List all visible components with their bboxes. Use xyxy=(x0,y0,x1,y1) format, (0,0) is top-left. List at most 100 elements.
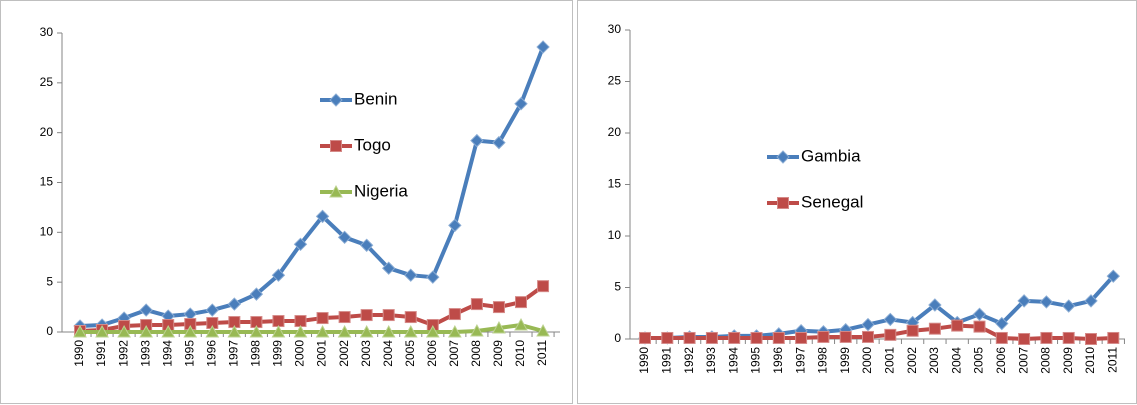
x-tick-label: 2009 xyxy=(1061,347,1075,374)
marker xyxy=(271,268,286,282)
marker xyxy=(661,331,674,344)
x-tick-label: 1998 xyxy=(816,347,830,374)
marker xyxy=(294,315,307,328)
marker xyxy=(183,324,198,338)
marker xyxy=(951,319,964,332)
chart: 0 5 10 15 20 25 30 1990 1991 1992 1993 1994 1995 1996… xyxy=(577,0,1137,404)
x-tick-label: 1992 xyxy=(116,340,130,367)
marker xyxy=(272,315,285,328)
marker xyxy=(884,328,897,341)
marker xyxy=(404,268,418,282)
x-tick-label: 1991 xyxy=(94,340,108,367)
marker xyxy=(293,324,308,338)
marker xyxy=(359,324,374,338)
marker xyxy=(1040,331,1053,344)
x-tick-label: 2009 xyxy=(491,340,505,367)
marker xyxy=(1084,294,1098,308)
series-line xyxy=(79,46,545,329)
marker xyxy=(1085,333,1097,345)
marker xyxy=(337,324,352,338)
marker xyxy=(293,237,308,252)
x-tick-label: 2002 xyxy=(337,340,351,367)
legend-text: Gambia xyxy=(801,146,861,165)
x-tick-label: 2007 xyxy=(1016,347,1030,374)
marker xyxy=(1062,331,1075,344)
marker xyxy=(536,40,550,54)
marker xyxy=(227,297,242,311)
y-tick-label: 10 xyxy=(608,228,622,242)
x-tick-label: 2001 xyxy=(882,347,896,374)
y-tick-label: 25 xyxy=(608,74,622,88)
x-tick-label: 2002 xyxy=(905,347,919,374)
y-tick-label: 0 xyxy=(46,324,53,338)
y-tick-label: 10 xyxy=(40,225,54,239)
chart: 0 5 10 15 20 25 30 1990 1991 1992 1993 1994 1995 1996… xyxy=(0,0,573,404)
marker xyxy=(1039,295,1054,309)
x-tick-label: 2003 xyxy=(927,347,941,374)
x-tick-label: 2000 xyxy=(293,340,307,367)
x-tick-label: 2004 xyxy=(381,340,395,367)
series-line xyxy=(79,284,545,334)
x-tick-label: 1994 xyxy=(160,340,174,367)
marker xyxy=(95,324,109,338)
marker xyxy=(972,307,987,321)
x-tick-label: 2010 xyxy=(1083,347,1097,374)
x-tick-label: 2000 xyxy=(860,347,874,374)
legend-text: Togo xyxy=(354,135,391,154)
marker xyxy=(381,261,396,275)
marker xyxy=(772,331,785,344)
marker xyxy=(492,301,505,314)
marker xyxy=(536,323,550,337)
series-line xyxy=(80,323,544,334)
marker xyxy=(795,331,808,344)
series-line xyxy=(645,323,1114,341)
x-tick-label: 2006 xyxy=(425,340,439,367)
x-tick-label: 1996 xyxy=(204,340,218,367)
y-tick-label: 5 xyxy=(614,280,621,294)
marker xyxy=(161,324,176,338)
x-tick-label: 2006 xyxy=(994,347,1008,374)
y-tick-label: 0 xyxy=(614,331,621,345)
marker xyxy=(492,320,506,334)
marker xyxy=(426,270,440,284)
marker xyxy=(316,312,329,325)
marker xyxy=(117,324,131,338)
x-tick-label: 2011 xyxy=(535,340,549,366)
x-tick-label: 1993 xyxy=(704,347,718,374)
marker xyxy=(315,324,330,338)
x-tick-label: 1990 xyxy=(637,347,651,374)
marker xyxy=(470,133,484,148)
x-tick-label: 2001 xyxy=(315,340,329,367)
marker xyxy=(639,331,651,344)
marker xyxy=(337,230,352,245)
marker xyxy=(861,317,875,332)
y-tick-label: 20 xyxy=(40,125,54,139)
x-tick-label: 1995 xyxy=(182,340,196,367)
marker xyxy=(973,320,986,333)
marker xyxy=(227,324,242,338)
marker xyxy=(817,330,830,343)
marker xyxy=(382,309,395,322)
marker xyxy=(330,140,342,152)
marker xyxy=(73,324,87,338)
x-tick-label: 2005 xyxy=(403,340,417,367)
marker xyxy=(1017,294,1031,308)
x-tick-label: 1990 xyxy=(72,340,86,367)
marker xyxy=(205,303,220,317)
marker xyxy=(537,280,550,293)
chart-frame xyxy=(0,0,573,404)
x-tick-label: 1991 xyxy=(659,347,673,374)
x-tick-label: 2008 xyxy=(1039,347,1053,374)
marker xyxy=(1106,269,1121,283)
marker xyxy=(776,150,790,164)
marker xyxy=(705,331,718,344)
x-tick-label: 2011 xyxy=(1105,347,1119,373)
x-tick-label: 2007 xyxy=(447,340,461,367)
x-tick-label: 2010 xyxy=(513,340,527,367)
marker xyxy=(205,324,220,338)
marker xyxy=(839,330,852,343)
marker xyxy=(470,298,483,311)
marker xyxy=(404,311,417,324)
legend-text: Senegal xyxy=(801,192,863,211)
x-tick-label: 1995 xyxy=(749,347,763,374)
